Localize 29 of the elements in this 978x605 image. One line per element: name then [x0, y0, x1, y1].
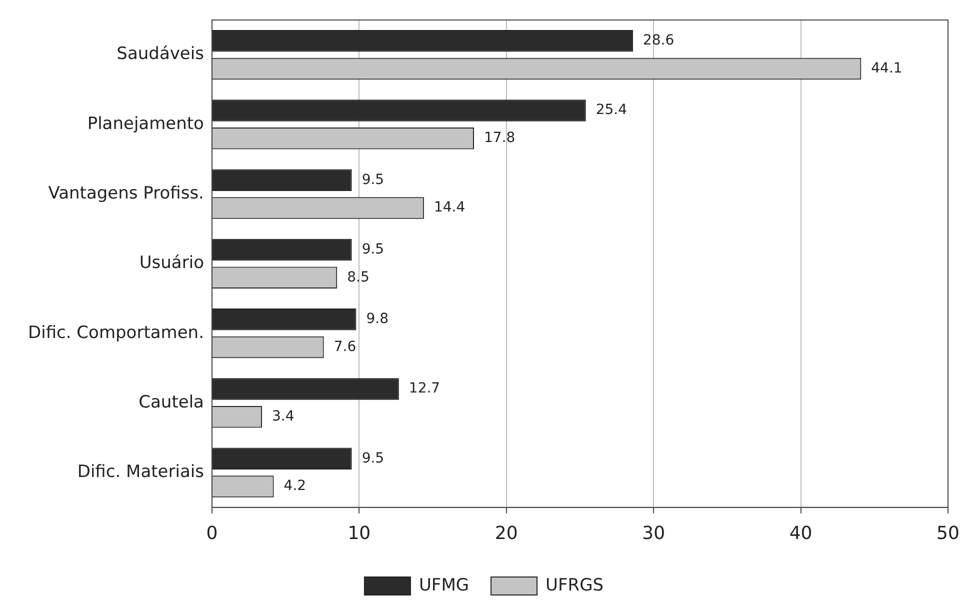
- x-tick-label: 30: [642, 522, 666, 544]
- data-label: 3.4: [272, 408, 294, 425]
- x-tick-label: 40: [789, 522, 812, 544]
- y-tick-label: Planejamento: [87, 114, 204, 134]
- data-label: 9.5: [362, 241, 384, 258]
- legend-label: UFRGS: [546, 575, 604, 596]
- data-label: 14.4: [434, 200, 466, 216]
- x-tick-label: 10: [348, 522, 371, 544]
- y-tick-label: Saudáveis: [116, 44, 204, 64]
- x-tick-label: 50: [936, 522, 960, 544]
- x-tick-label: 20: [494, 522, 518, 544]
- x-tick-label: 0: [206, 522, 218, 544]
- data-label: 25.4: [596, 102, 628, 118]
- data-label: 28.6: [642, 32, 674, 49]
- data-label: 9.5: [362, 450, 384, 466]
- data-label: 8.5: [347, 269, 370, 286]
- y-tick-label: Dific. Comportamen.: [28, 322, 204, 343]
- legend-label: UFMG: [418, 575, 470, 596]
- y-tick-label: Dific. Materiais: [77, 462, 204, 482]
- data-label: 17.8: [484, 130, 516, 146]
- data-label: 44.1: [871, 60, 902, 76]
- data-label: 12.7: [408, 380, 440, 397]
- y-tick-label: Cautela: [138, 392, 204, 412]
- data-label: 9.8: [366, 311, 388, 328]
- y-tick-label: Vantagens Profiss.: [48, 183, 204, 204]
- y-tick-label: Usuário: [139, 253, 204, 274]
- data-label: 4.2: [284, 478, 306, 494]
- data-label: 7.6: [334, 338, 356, 355]
- data-label: 9.5: [362, 172, 384, 188]
